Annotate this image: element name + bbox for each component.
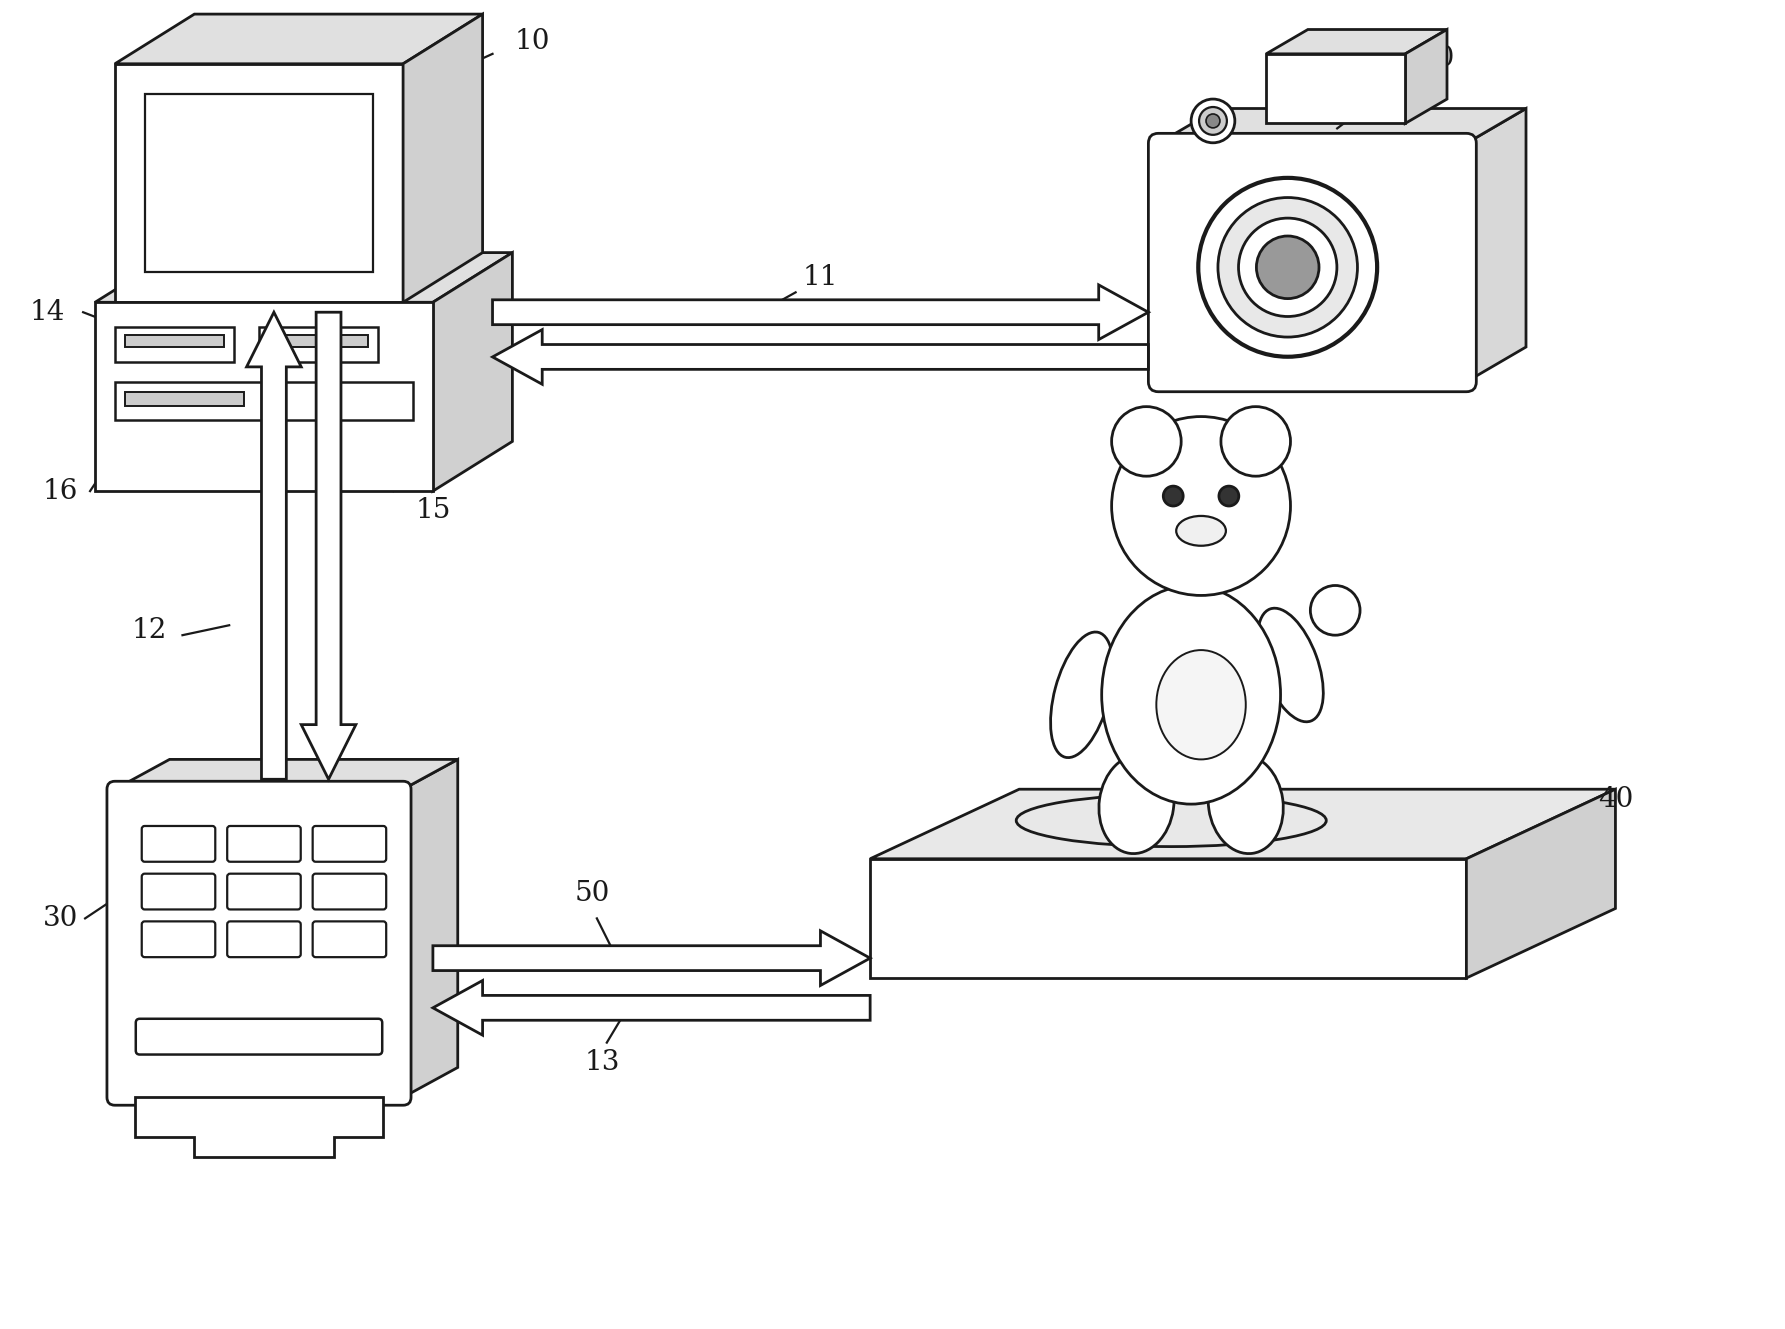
Circle shape bbox=[1200, 108, 1226, 134]
Circle shape bbox=[1207, 114, 1219, 128]
Ellipse shape bbox=[1176, 516, 1226, 546]
FancyBboxPatch shape bbox=[141, 873, 216, 909]
Bar bbox=[114, 327, 234, 361]
Ellipse shape bbox=[1100, 755, 1175, 853]
Text: 10: 10 bbox=[514, 28, 550, 56]
Polygon shape bbox=[434, 930, 869, 986]
Text: 11: 11 bbox=[803, 264, 839, 291]
Text: 40: 40 bbox=[1598, 785, 1633, 812]
Bar bbox=[869, 859, 1467, 978]
FancyBboxPatch shape bbox=[227, 827, 300, 861]
Bar bbox=[114, 64, 403, 302]
Polygon shape bbox=[1405, 29, 1448, 124]
Ellipse shape bbox=[1157, 650, 1246, 759]
Circle shape bbox=[1198, 178, 1378, 356]
Polygon shape bbox=[114, 759, 457, 789]
Text: 14: 14 bbox=[30, 299, 64, 326]
Bar bbox=[259, 327, 378, 361]
Bar bbox=[114, 381, 412, 420]
Text: 15: 15 bbox=[416, 497, 450, 525]
Text: 30: 30 bbox=[43, 905, 79, 932]
Ellipse shape bbox=[1258, 609, 1323, 722]
Bar bbox=[125, 335, 225, 347]
Text: 21: 21 bbox=[1200, 562, 1235, 589]
FancyBboxPatch shape bbox=[227, 921, 300, 957]
Bar bbox=[125, 392, 245, 405]
FancyBboxPatch shape bbox=[312, 873, 386, 909]
Polygon shape bbox=[95, 253, 512, 302]
Circle shape bbox=[1239, 218, 1337, 316]
Polygon shape bbox=[869, 789, 1615, 859]
FancyBboxPatch shape bbox=[141, 921, 216, 957]
Bar bbox=[1266, 54, 1405, 124]
Circle shape bbox=[1221, 407, 1291, 476]
FancyBboxPatch shape bbox=[312, 921, 386, 957]
Ellipse shape bbox=[1051, 633, 1114, 758]
FancyBboxPatch shape bbox=[141, 827, 216, 861]
Ellipse shape bbox=[1101, 586, 1280, 804]
Polygon shape bbox=[246, 312, 302, 779]
Text: 16: 16 bbox=[43, 477, 79, 505]
Text: 20: 20 bbox=[1419, 45, 1455, 72]
Circle shape bbox=[1112, 407, 1182, 476]
Text: 12: 12 bbox=[132, 617, 168, 643]
Circle shape bbox=[1217, 198, 1357, 338]
Text: 13: 13 bbox=[584, 1049, 619, 1076]
FancyBboxPatch shape bbox=[136, 1019, 382, 1054]
Ellipse shape bbox=[1310, 586, 1360, 635]
Bar bbox=[145, 93, 373, 272]
Polygon shape bbox=[1467, 109, 1526, 381]
FancyBboxPatch shape bbox=[227, 873, 300, 909]
Circle shape bbox=[1112, 416, 1291, 595]
FancyBboxPatch shape bbox=[1148, 133, 1476, 392]
Polygon shape bbox=[114, 15, 482, 64]
FancyBboxPatch shape bbox=[312, 827, 386, 861]
Text: 50: 50 bbox=[575, 880, 610, 908]
Polygon shape bbox=[434, 981, 869, 1035]
Ellipse shape bbox=[1208, 755, 1283, 853]
Bar bbox=[270, 335, 368, 347]
Circle shape bbox=[1219, 486, 1239, 506]
Polygon shape bbox=[434, 253, 512, 492]
Polygon shape bbox=[1467, 789, 1615, 978]
Circle shape bbox=[1191, 100, 1235, 142]
Circle shape bbox=[1164, 486, 1183, 506]
Polygon shape bbox=[493, 330, 1148, 384]
Bar bbox=[95, 302, 434, 492]
Polygon shape bbox=[302, 312, 355, 779]
Circle shape bbox=[1257, 237, 1319, 299]
Polygon shape bbox=[136, 1098, 384, 1156]
Polygon shape bbox=[1158, 109, 1526, 144]
Polygon shape bbox=[403, 759, 457, 1098]
Polygon shape bbox=[403, 15, 482, 302]
Polygon shape bbox=[1266, 29, 1448, 54]
Polygon shape bbox=[493, 284, 1148, 339]
FancyBboxPatch shape bbox=[107, 781, 411, 1106]
